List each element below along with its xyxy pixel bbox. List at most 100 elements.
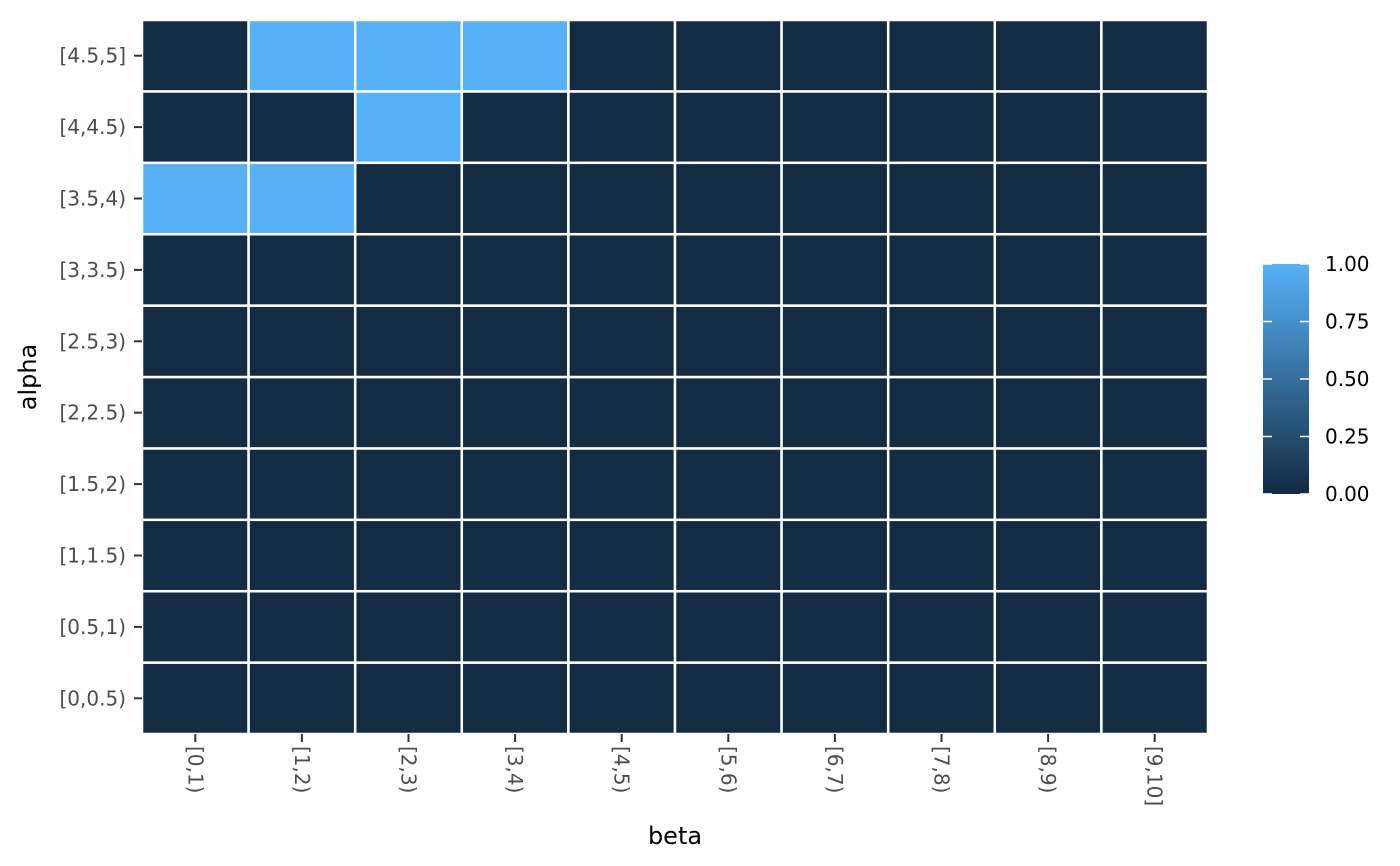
heatmap-tile — [247, 304, 357, 379]
heatmap-tile — [247, 232, 357, 307]
heatmap-tile — [140, 161, 250, 236]
heatmap-tile — [993, 304, 1103, 379]
y-tick-label: [0,0.5) — [60, 686, 127, 710]
heatmap-tile — [140, 589, 250, 664]
x-tick-label: [5,6) — [716, 746, 740, 793]
y-tick-label: [4,4.5) — [60, 115, 127, 139]
heatmap-tile — [673, 375, 783, 450]
heatmap-tile — [353, 161, 464, 236]
heatmap-tile — [353, 518, 464, 593]
heatmap-tile — [353, 589, 464, 664]
x-tick-label: [6,7) — [823, 746, 847, 793]
heatmap-tile — [247, 589, 357, 664]
heatmap-tile — [886, 518, 997, 593]
legend-tick-label: 0.75 — [1325, 310, 1370, 334]
heatmap-tile — [460, 518, 570, 593]
heatmap-tile — [567, 661, 677, 736]
heatmap-tile — [567, 304, 677, 379]
heatmap-tile — [780, 661, 890, 736]
heatmap-tile — [247, 161, 357, 236]
heatmap-tile — [140, 304, 250, 379]
heatmap-tile — [460, 661, 570, 736]
legend-tick-label: 1.00 — [1325, 252, 1370, 276]
heatmap-tile — [247, 375, 357, 450]
heatmap-tile — [993, 518, 1103, 593]
heatmap-tile — [353, 375, 464, 450]
heatmap-tile — [353, 661, 464, 736]
heatmap-tile — [140, 518, 250, 593]
heatmap-tile — [993, 447, 1103, 522]
heatmap-tile — [886, 447, 997, 522]
heatmap-tile — [780, 18, 890, 93]
heatmap-tile — [1100, 447, 1210, 522]
heatmap-tile — [673, 90, 783, 165]
heatmap-tile — [140, 90, 250, 165]
heatmap-tile — [780, 232, 890, 307]
heatmap-tile — [567, 90, 677, 165]
heatmap-tile — [140, 375, 250, 450]
heatmap-tile — [353, 18, 464, 93]
legend-tick-label: 0.50 — [1325, 367, 1370, 391]
heatmap-tile — [673, 18, 783, 93]
heatmap-tile — [1100, 589, 1210, 664]
x-tick-label: [2,3) — [397, 746, 421, 793]
heatmap-tile — [673, 161, 783, 236]
heatmap-tile — [886, 375, 997, 450]
heatmap-tile — [460, 589, 570, 664]
y-tick-label: [0.5,1) — [60, 615, 127, 639]
x-tick-label: [9,10] — [1143, 746, 1167, 806]
heatmap-tile — [460, 18, 570, 93]
heatmap-tile — [673, 447, 783, 522]
heatmap-tile — [353, 90, 464, 165]
heatmap-tile — [993, 375, 1103, 450]
heatmap-tile — [886, 589, 997, 664]
heatmap-tile — [993, 661, 1103, 736]
x-tick-label: [4,5) — [610, 746, 634, 793]
heatmap-tile — [140, 18, 250, 93]
x-tick-label: [3,4) — [503, 746, 527, 793]
heatmap-tile — [886, 161, 997, 236]
heatmap-tile — [780, 304, 890, 379]
y-tick-label: [1,1.5) — [60, 544, 127, 568]
heatmap-tile — [673, 661, 783, 736]
y-tick-label: [3,3.5) — [60, 258, 127, 282]
heatmap-tile — [886, 661, 997, 736]
heatmap-tile — [780, 589, 890, 664]
heatmap-tile — [673, 589, 783, 664]
heatmap-tile — [993, 90, 1103, 165]
heatmap-tile — [673, 518, 783, 593]
heatmap-tile — [460, 375, 570, 450]
heatmap-tile — [673, 232, 783, 307]
heatmap-tile — [460, 232, 570, 307]
x-axis: [0,1) [1,2) [2,3) [3,4) [4,5) [5,6) [6,7) [7,8)… — [183, 734, 1167, 806]
x-axis-title: beta — [648, 822, 702, 850]
heatmap-tile — [567, 375, 677, 450]
heatmap-tile — [247, 661, 357, 736]
heatmap-tile — [567, 518, 677, 593]
heatmap-tile — [993, 232, 1103, 307]
heatmap-tile — [353, 447, 464, 522]
heatmap-tile — [886, 18, 997, 93]
heatmap-tile — [460, 447, 570, 522]
heatmap-tile — [1100, 90, 1210, 165]
heatmap-tile — [567, 589, 677, 664]
x-tick-label: [7,8) — [930, 746, 954, 793]
heatmap-tile — [1100, 18, 1210, 93]
y-tick-label: [2.5,3) — [60, 329, 127, 353]
heatmap-tile — [993, 18, 1103, 93]
heatmap-tile — [886, 304, 997, 379]
heatmap-tile — [780, 375, 890, 450]
heatmap-tile — [1100, 518, 1210, 593]
y-tick-label: [2,2.5) — [60, 401, 127, 425]
heatmap-tile — [993, 161, 1103, 236]
heatmap-tile — [886, 232, 997, 307]
heatmap-tile — [460, 90, 570, 165]
heatmap-tile — [247, 447, 357, 522]
heatmap-tiles — [140, 18, 1210, 736]
heatmap-tile — [673, 304, 783, 379]
heatmap-tile — [460, 161, 570, 236]
heatmap-tile — [567, 447, 677, 522]
y-tick-label: [1.5,2) — [60, 472, 127, 496]
heatmap-tile — [247, 518, 357, 593]
